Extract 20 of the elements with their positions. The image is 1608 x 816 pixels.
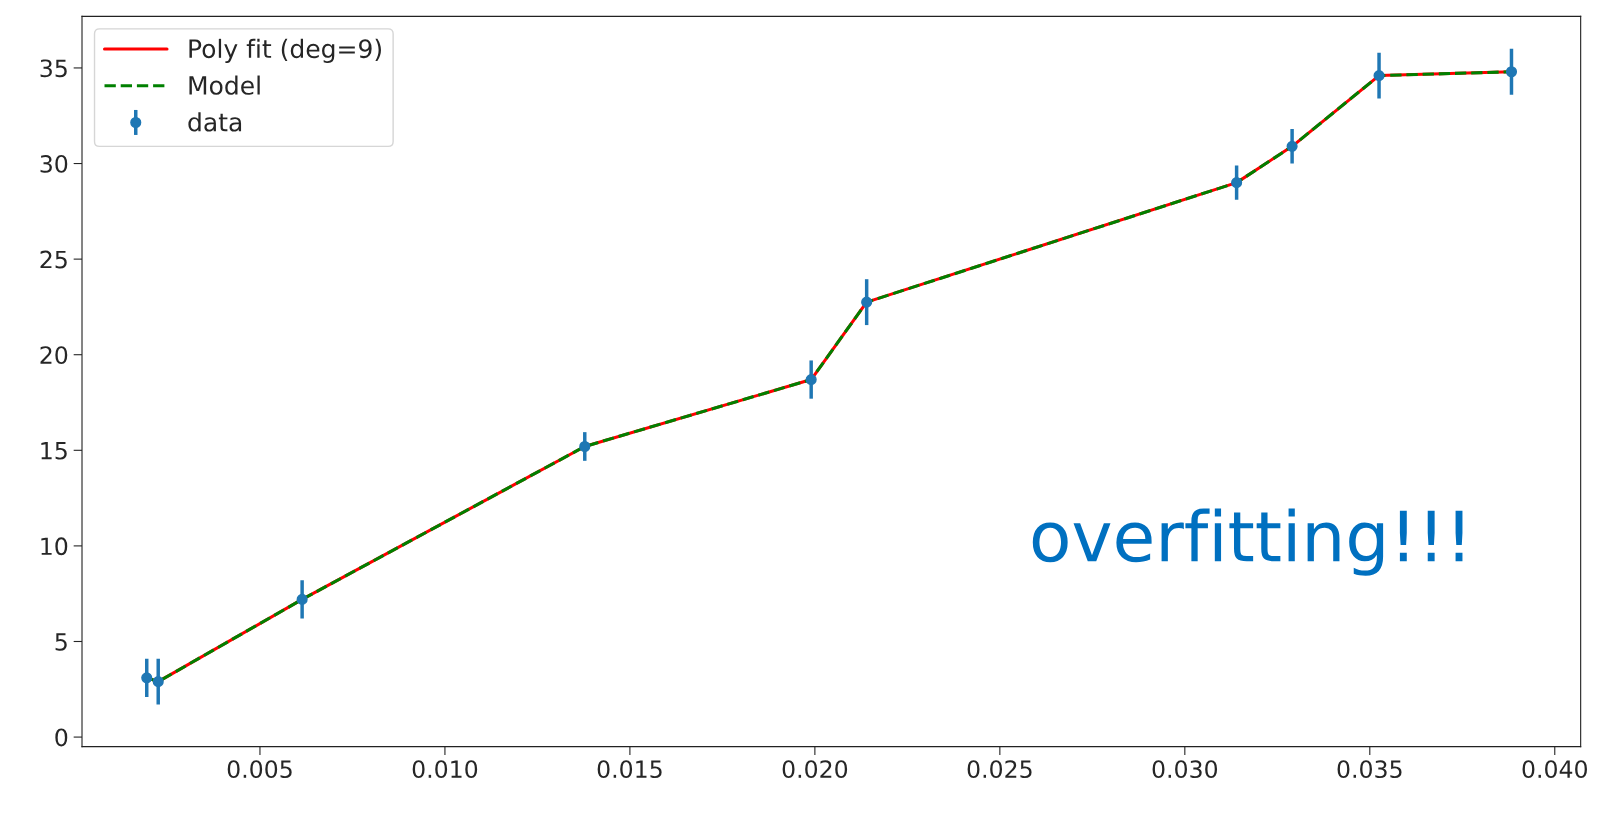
x-tick-label: 0.010 <box>412 760 478 779</box>
x-tick-label: 0.035 <box>1337 760 1402 779</box>
y-tick-label: 25 <box>40 250 67 269</box>
x-tick-label: 0.040 <box>1522 760 1587 779</box>
legend-label: data <box>188 112 242 132</box>
y-tick-label: 20 <box>40 346 68 365</box>
annotation: overfitting!!! <box>1032 508 1463 576</box>
y-tick-label: 0 <box>55 728 68 747</box>
y-tick-label: 35 <box>40 59 67 78</box>
x-tick-label: 0.015 <box>597 760 662 779</box>
y-tick-label: 10 <box>41 537 68 556</box>
x-tick-label: 0.030 <box>1152 760 1218 779</box>
legend-label: Poly fit (deg=9) <box>189 38 381 64</box>
x-tick-label: 0.025 <box>967 760 1032 779</box>
y-tick-label: 15 <box>41 442 67 460</box>
y-tick-label: 5 <box>55 633 67 651</box>
x-tick-label: 0.020 <box>782 760 848 779</box>
legend-label: Model <box>189 75 260 95</box>
x-tick-label: 0.005 <box>227 760 292 779</box>
y-tick-label: 30 <box>40 154 68 173</box>
